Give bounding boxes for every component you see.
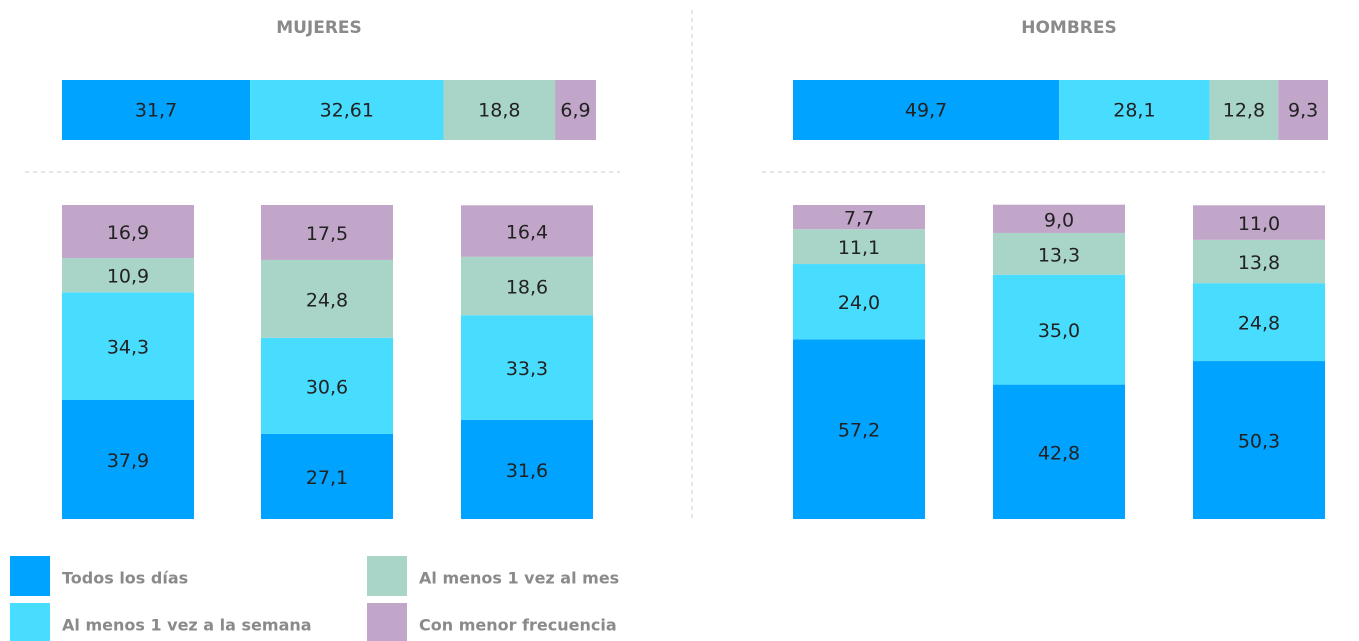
panel-title: MUJERES — [276, 18, 362, 38]
segment — [250, 80, 444, 140]
value-label: 35,0 — [1038, 320, 1080, 342]
legend-label: Con menor frecuencia — [419, 616, 617, 635]
segment — [1278, 80, 1328, 140]
value-label: 10,9 — [107, 266, 149, 288]
legend-swatch — [367, 603, 407, 641]
segment — [461, 419, 593, 519]
value-label: 27,1 — [306, 467, 348, 489]
value-label: 32,61 — [320, 100, 374, 122]
value-label: 49,7 — [905, 100, 947, 122]
legend-swatch — [10, 603, 50, 641]
value-label: 31,6 — [506, 460, 548, 482]
value-label: 18,8 — [478, 100, 520, 122]
segment — [1193, 239, 1325, 284]
segment — [62, 80, 251, 140]
segment — [993, 232, 1125, 275]
segment — [793, 264, 925, 340]
legend-label: Al menos 1 vez al mes — [419, 569, 619, 588]
segment — [62, 292, 194, 400]
value-label: 13,8 — [1238, 252, 1280, 274]
segment — [993, 204, 1125, 233]
value-label: 33,3 — [506, 358, 548, 380]
value-label: 24,0 — [838, 292, 880, 314]
segment — [261, 259, 393, 338]
segment — [793, 80, 1060, 140]
value-label: 16,9 — [107, 222, 149, 244]
segment — [461, 205, 593, 257]
value-label: 9,0 — [1044, 209, 1074, 231]
value-label: 11,1 — [838, 237, 880, 259]
value-label: 37,9 — [107, 450, 149, 472]
value-label: 30,6 — [306, 376, 348, 398]
segment — [62, 205, 194, 259]
legend-label: Al menos 1 vez a la semana — [62, 616, 312, 635]
segment — [443, 80, 556, 140]
value-label: 7,7 — [844, 208, 874, 230]
segment — [1193, 361, 1325, 519]
legend-swatch — [10, 556, 50, 596]
value-label: 24,8 — [306, 289, 348, 311]
segment — [993, 274, 1125, 385]
legend-swatch — [367, 556, 407, 596]
value-label: 57,2 — [838, 420, 880, 442]
value-label: 9,3 — [1288, 100, 1318, 122]
segment — [62, 399, 194, 519]
panel-title: HOMBRES — [1021, 18, 1117, 38]
value-label: 16,4 — [506, 222, 548, 244]
value-label: 12,8 — [1223, 100, 1265, 122]
value-label: 42,8 — [1038, 442, 1080, 464]
value-label: 6,9 — [560, 100, 590, 122]
value-label: 31,7 — [135, 100, 177, 122]
legend-label: Todos los días — [62, 569, 188, 588]
value-label: 13,3 — [1038, 244, 1080, 266]
segment — [461, 315, 593, 420]
value-label: 28,1 — [1113, 100, 1155, 122]
segment — [261, 337, 393, 434]
segment — [261, 205, 393, 260]
segment — [461, 256, 593, 316]
value-label: 18,6 — [506, 277, 548, 299]
segment — [793, 205, 925, 230]
segment — [793, 339, 925, 519]
segment — [1209, 80, 1279, 140]
segment — [1193, 205, 1325, 240]
segment — [993, 384, 1125, 519]
segment — [62, 258, 194, 293]
value-label: 34,3 — [107, 337, 149, 359]
segment — [555, 80, 596, 140]
value-label: 11,0 — [1238, 213, 1280, 235]
segment — [793, 229, 925, 265]
value-label: 24,8 — [1238, 313, 1280, 335]
segment — [261, 433, 393, 519]
value-label: 17,5 — [306, 223, 348, 245]
segment — [1193, 283, 1325, 362]
value-label: 50,3 — [1238, 431, 1280, 453]
segment — [1059, 80, 1210, 140]
